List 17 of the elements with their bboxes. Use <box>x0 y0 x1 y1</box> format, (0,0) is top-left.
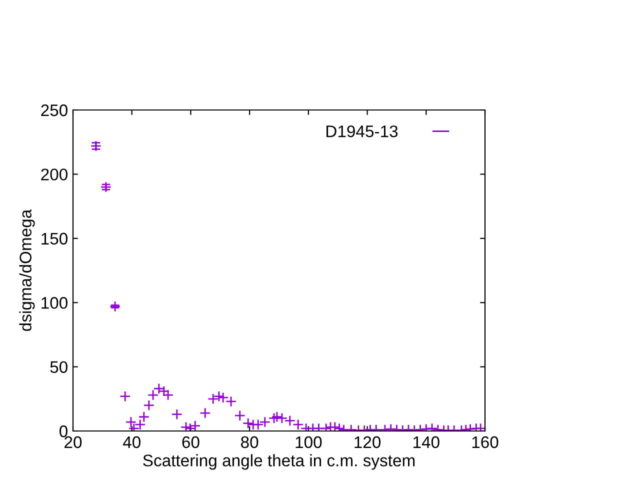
y-tick-label: 0 <box>60 425 68 438</box>
x-tick-label: 20 <box>64 436 82 448</box>
y-tick-label: 50 <box>50 361 68 374</box>
x-tick-label: 40 <box>122 436 140 448</box>
x-tick-label: 140 <box>414 436 440 448</box>
y-tick-label: 250 <box>41 104 68 116</box>
x-axis-title: Scattering angle theta in c.m. system <box>143 454 415 470</box>
x-tick-label: 160 <box>472 436 498 448</box>
y-tick-label: 150 <box>42 232 68 245</box>
x-tick-label: 100 <box>296 436 322 448</box>
legend-label: D1945-13 <box>326 125 398 138</box>
x-tick-label: 80 <box>241 436 258 448</box>
y-axis-title: dsigma/dOmega <box>19 209 35 331</box>
x-tick-label: 120 <box>354 436 381 448</box>
y-tick-label: 100 <box>42 297 68 309</box>
y-tick-label: 200 <box>41 168 68 180</box>
x-tick-label: 60 <box>182 436 200 448</box>
